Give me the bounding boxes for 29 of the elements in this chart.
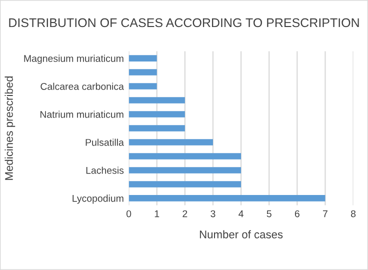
y-tick-label: Magnesium muriaticum xyxy=(24,54,124,64)
y-tick-label: Natrium muriaticum xyxy=(40,110,124,118)
x-tick-label: 0 xyxy=(126,210,132,218)
x-tick-label: 8 xyxy=(351,210,356,218)
y-tick-label: Calcarea carbonica xyxy=(40,82,124,90)
bar xyxy=(128,97,185,104)
x-tick-label: 7 xyxy=(323,210,328,218)
y-axis-title: Medicines prescribed xyxy=(4,76,16,180)
bar xyxy=(128,69,157,76)
x-tick-label: 4 xyxy=(238,210,244,218)
y-tick-label: Lycopodium xyxy=(72,194,124,204)
bar xyxy=(128,195,326,202)
bar xyxy=(128,181,242,188)
bar xyxy=(128,111,185,118)
bar xyxy=(128,153,242,160)
bar xyxy=(128,83,157,90)
x-tick-label: 5 xyxy=(266,210,272,218)
x-tick-label: 1 xyxy=(154,210,160,218)
chart-title: DISTRIBUTION OF CASES ACCORDING TO PRESCRIPTION xyxy=(9,18,359,28)
x-tick-label: 3 xyxy=(210,210,216,218)
bar xyxy=(128,125,185,132)
bar xyxy=(128,55,157,62)
bar xyxy=(128,139,213,146)
bar xyxy=(128,167,242,174)
x-axis-title: Number of cases xyxy=(200,230,283,238)
y-tick-label: Lachesis xyxy=(86,166,124,174)
y-tick-label: Pulsatilla xyxy=(86,138,124,146)
x-tick-label: 6 xyxy=(294,210,300,218)
x-tick-label: 2 xyxy=(182,210,188,218)
